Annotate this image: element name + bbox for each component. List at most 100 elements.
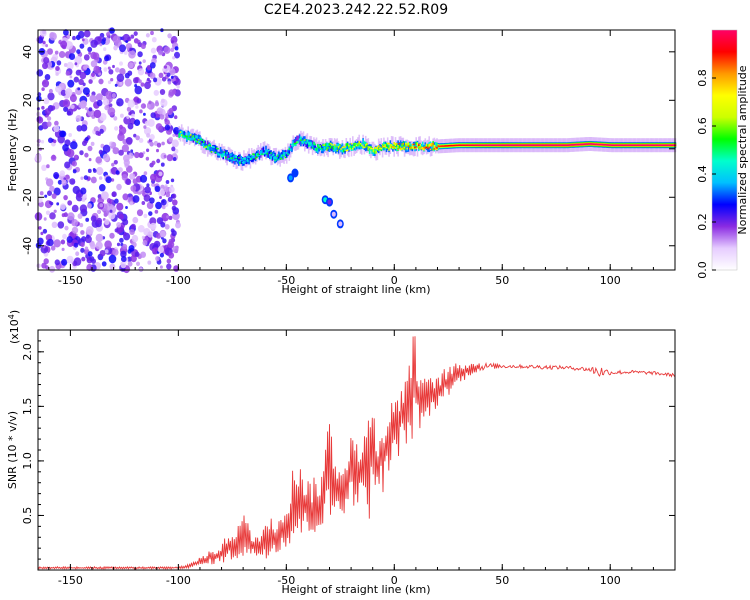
track-band	[412, 143, 415, 148]
track-band	[197, 138, 200, 143]
track-band	[490, 144, 493, 146]
noise-speck	[90, 39, 98, 48]
track-band	[469, 144, 472, 146]
noise-speck	[83, 175, 89, 181]
track-band	[574, 143, 577, 146]
noise-speck	[167, 80, 172, 85]
track-band	[317, 143, 319, 147]
noise-speck	[163, 46, 171, 54]
track-band	[340, 148, 342, 152]
noise-speck	[174, 51, 180, 59]
noise-speck	[50, 105, 56, 111]
track-band	[295, 143, 297, 147]
track-band	[596, 143, 599, 146]
snr-y-ticks: 0.5 1.0 1.5 2.0	[21, 340, 675, 560]
track-band	[414, 146, 416, 149]
noise-speck	[165, 180, 170, 184]
track-band	[333, 144, 336, 146]
track-band	[348, 144, 350, 147]
noise-speck	[40, 245, 49, 254]
track-band	[416, 146, 419, 148]
noise-speck	[142, 240, 148, 246]
track-band	[432, 147, 434, 151]
track-band	[313, 145, 315, 150]
track-band	[390, 145, 393, 149]
track-band	[517, 144, 520, 146]
noise-speck	[58, 51, 66, 58]
noise-speck	[36, 69, 44, 77]
noise-speck	[170, 75, 174, 79]
track-band	[223, 152, 226, 156]
track-band	[336, 149, 338, 152]
track-band	[204, 143, 206, 146]
track-band	[196, 141, 199, 143]
noise-speck	[138, 138, 144, 143]
track-halo	[263, 141, 266, 156]
noise-speck	[108, 211, 116, 220]
noise-speck	[134, 84, 138, 88]
track-band	[399, 140, 402, 147]
track-band	[605, 144, 608, 146]
track-band	[353, 143, 355, 147]
track-band	[407, 145, 410, 152]
track-band	[545, 144, 547, 146]
track-band	[377, 148, 380, 151]
spectrogram-y-tick-label: 20	[21, 93, 34, 107]
track-band	[342, 149, 345, 153]
track-band	[232, 159, 235, 161]
track-band	[234, 155, 236, 161]
track-band	[219, 149, 222, 153]
track-band	[315, 148, 318, 150]
track-band	[331, 146, 333, 152]
track-band	[254, 155, 257, 160]
track-band	[244, 157, 246, 161]
track-band	[364, 144, 367, 148]
track-band	[335, 145, 337, 148]
noise-speck	[139, 174, 148, 183]
track-band	[590, 143, 592, 145]
snr-line-layer	[37, 336, 675, 570]
track-band	[179, 133, 182, 137]
track-band	[653, 144, 656, 146]
track-band	[385, 142, 388, 146]
track-band	[187, 132, 189, 136]
noise-speck	[42, 40, 46, 45]
noise-speck	[98, 78, 104, 85]
track-band	[183, 135, 186, 138]
noise-speck	[95, 241, 103, 250]
track-band	[293, 143, 296, 147]
track-band	[381, 144, 384, 148]
noise-speck	[129, 201, 133, 206]
noise-speck	[96, 99, 103, 107]
snr-multiplier-exponent: 4	[7, 314, 16, 319]
noise-speck	[90, 215, 97, 222]
noise-speck	[116, 73, 125, 83]
track-band	[355, 144, 358, 147]
track-band	[349, 145, 351, 149]
noise-speck	[57, 179, 63, 185]
track-band	[418, 145, 420, 149]
track-band	[289, 149, 292, 151]
track-band	[432, 142, 434, 145]
noise-speck	[70, 104, 75, 110]
track-band	[354, 142, 357, 145]
noise-speck	[82, 140, 87, 147]
track-band	[423, 147, 425, 151]
spectrogram-y-tick-label: 40	[21, 45, 34, 59]
noise-speck	[68, 133, 72, 137]
track-band	[497, 144, 499, 146]
track-band	[323, 146, 326, 150]
track-band	[434, 146, 437, 150]
track-band	[385, 146, 388, 149]
track-band	[219, 150, 222, 156]
track-band	[240, 159, 243, 165]
track-band	[214, 151, 217, 154]
track-band	[512, 144, 515, 146]
spectrogram-frame	[37, 29, 676, 271]
track-band	[266, 149, 269, 153]
noise-speck	[116, 222, 122, 228]
track-band	[594, 143, 596, 146]
noise-speck	[171, 146, 176, 152]
track-band	[555, 144, 557, 146]
track-band	[319, 146, 322, 150]
